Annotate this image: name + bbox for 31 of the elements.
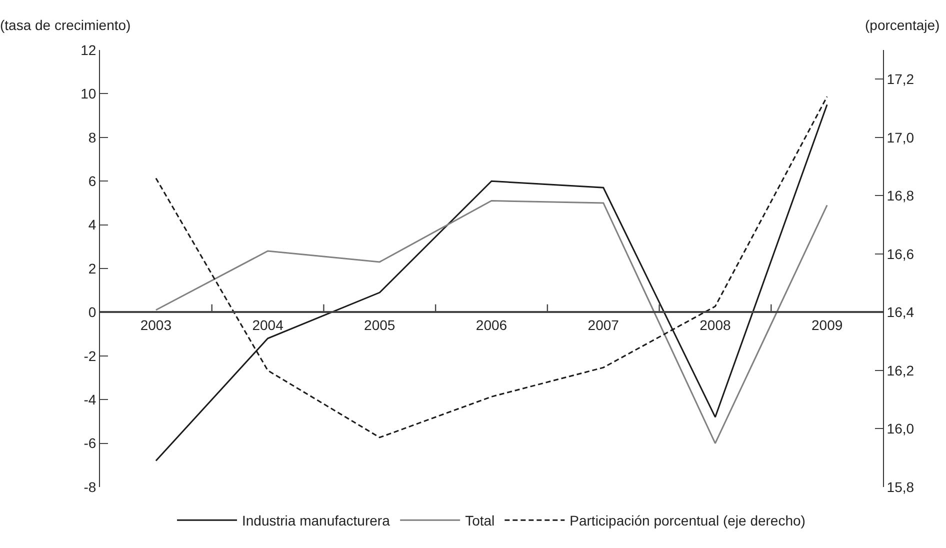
y2-tick-label: 17,2: [886, 71, 914, 88]
y-tick-label: 8: [88, 129, 96, 146]
y2-tick-label: 16,8: [886, 188, 914, 204]
y2-tick-label: 16,6: [886, 246, 914, 262]
y2-axis-title: (porcentaje): [865, 17, 940, 33]
y-axis-title: (tasa de crecimiento): [0, 17, 131, 33]
x-tick-label: 2005: [364, 316, 396, 333]
y-tick-label: -8: [84, 478, 96, 495]
x-tick-label: 2006: [476, 316, 508, 333]
y2-tick-label: 16,4: [886, 304, 914, 320]
legend-label: Industria manufacturera: [242, 512, 390, 529]
y-tick-label: 12: [80, 42, 96, 58]
y2-tick-label: 15,8: [886, 478, 914, 495]
y-tick-label: 0: [88, 304, 96, 320]
x-tick-label: 2004: [252, 316, 284, 333]
y2-tick-label: 16,2: [886, 362, 914, 378]
y-tick-label: -6: [84, 435, 96, 452]
legend-label: Total: [465, 512, 495, 529]
y-tick-label: 4: [88, 216, 96, 233]
x-tick-label: 2003: [140, 316, 172, 333]
x-tick-label: 2007: [588, 316, 620, 333]
y-tick-label: 6: [88, 173, 96, 189]
y-tick-label: -4: [84, 392, 96, 408]
y-tick-label: 10: [80, 86, 96, 102]
y2-tick-label: 16,0: [886, 420, 914, 437]
y2-tick-label: 17,0: [886, 129, 914, 146]
legend-label: Participación porcentual (eje derecho): [570, 512, 806, 529]
x-tick-label: 2009: [811, 316, 843, 333]
y-tick-label: -2: [84, 348, 96, 364]
x-tick-label: 2008: [700, 316, 731, 333]
y-tick-label: 2: [88, 260, 96, 276]
